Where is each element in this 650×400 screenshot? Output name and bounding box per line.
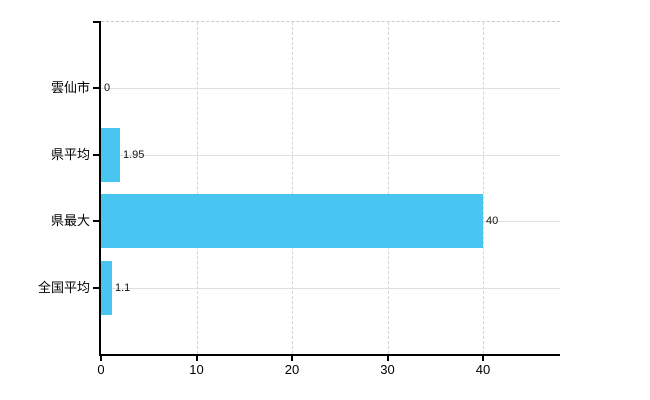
y-axis-tick — [93, 87, 101, 89]
gridline-vertical — [483, 22, 484, 354]
x-axis-tick — [195, 354, 198, 361]
y-axis-top-tick — [93, 21, 101, 23]
x-axis-tick — [386, 354, 389, 361]
category-label: 県最大 — [50, 213, 90, 228]
gridline-vertical — [292, 22, 293, 354]
x-axis-tick-label: 40 — [475, 362, 491, 377]
y-axis-tick — [93, 287, 101, 289]
y-axis-tick — [93, 220, 101, 222]
x-axis-tick — [291, 354, 293, 361]
x-axis-tick-label: 0 — [97, 362, 105, 377]
x-axis-tick-label: 10 — [189, 362, 204, 377]
x-axis-tick — [482, 354, 484, 361]
bar — [101, 128, 120, 182]
x-axis-line — [99, 354, 560, 356]
x-axis-tick-label: 30 — [380, 362, 395, 377]
bar — [101, 261, 112, 315]
gridline-horizontal — [101, 155, 560, 156]
x-axis-tick — [100, 354, 102, 361]
y-axis-line — [99, 22, 101, 356]
plot-area — [99, 21, 560, 356]
bar-value-label: 1.1 — [115, 282, 131, 294]
gridline-horizontal — [101, 288, 560, 289]
category-label: 県平均 — [50, 147, 90, 162]
gridline-vertical — [387, 22, 389, 354]
category-label: 全国平均 — [37, 280, 90, 295]
gridline-vertical — [196, 22, 198, 354]
bar — [101, 194, 483, 248]
bar-value-label: 0 — [104, 82, 111, 94]
category-label: 雲仙市 — [50, 80, 90, 95]
gridline-horizontal — [101, 88, 560, 89]
x-axis-tick-label: 20 — [284, 362, 300, 377]
bar-value-label: 40 — [486, 215, 499, 227]
bar-value-label: 1.95 — [123, 149, 145, 161]
plot-top-border — [101, 21, 560, 22]
y-axis-tick — [93, 154, 101, 156]
